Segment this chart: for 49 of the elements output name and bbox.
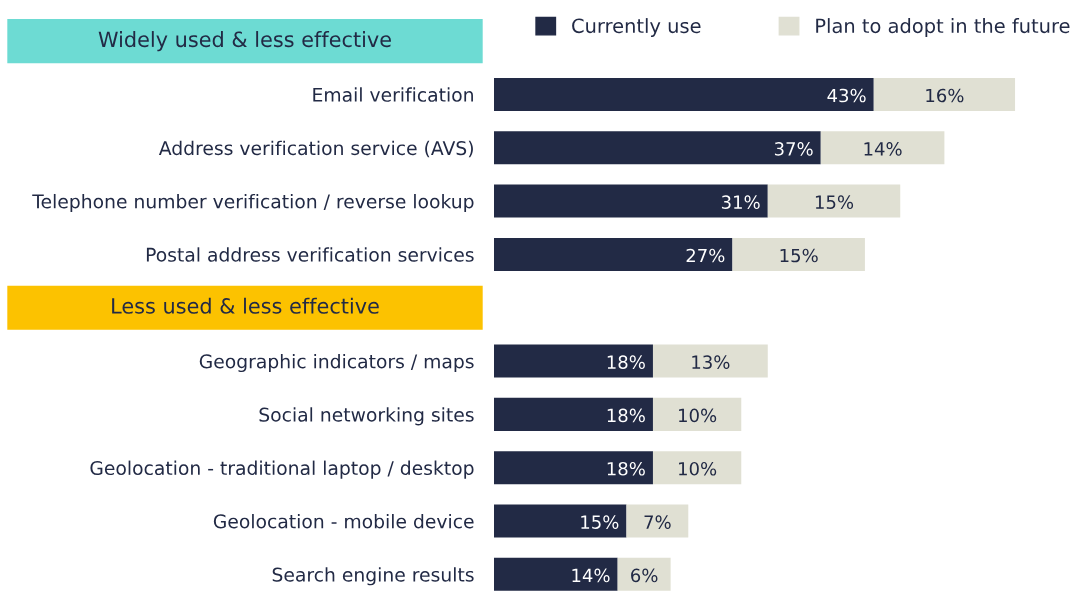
data-label: 27%	[686, 248, 725, 263]
data-label: 31%	[721, 195, 760, 209]
data-label: 15%	[815, 195, 854, 209]
data-label: 14%	[864, 142, 902, 156]
bar	[494, 344, 653, 378]
bar	[494, 557, 618, 591]
data-label: 7%	[644, 515, 671, 529]
bar	[652, 397, 742, 431]
y-tick-label: Social networking sites	[259, 407, 474, 426]
data-label: 15%	[581, 515, 619, 529]
data-label: 13%	[692, 355, 730, 369]
y-tick-label: Geographic indicators / maps	[199, 353, 474, 373]
data-label: 18%	[607, 461, 645, 476]
legend-label: Plan to adopt in the future	[816, 18, 1070, 37]
legend-label: Currently use	[572, 18, 701, 37]
y-tick-label: Telephone number verification / reverse lookup	[32, 193, 474, 213]
data-label: 15%	[780, 248, 818, 263]
y-tick-label: Search engine results	[272, 567, 474, 586]
bar	[767, 184, 901, 218]
data-label: 14%	[572, 568, 610, 583]
bar	[626, 504, 689, 538]
y-tick-label: Address verification service (AVS)	[158, 140, 473, 158]
bar	[652, 344, 768, 378]
data-label: 6%	[631, 568, 658, 583]
bar	[873, 77, 1016, 111]
data-label: 10%	[679, 408, 717, 423]
y-tick-label: Email verification	[313, 87, 473, 102]
bar	[494, 131, 821, 165]
bar	[494, 77, 874, 111]
text: Widely used & less effective	[98, 31, 391, 52]
bar	[820, 131, 945, 165]
y-tick-label: Geolocation - traditional laptop / desktop	[90, 460, 474, 479]
bar	[494, 504, 627, 538]
bar	[652, 451, 742, 485]
data-label: 16%	[926, 88, 964, 103]
bar	[494, 184, 768, 218]
y-tick-label: Geolocation - mobile device	[213, 513, 474, 529]
text: Less used & less effective	[112, 297, 379, 314]
bar	[494, 451, 653, 485]
bar	[494, 237, 733, 271]
data-label: 10%	[679, 461, 717, 476]
data-label: 43%	[827, 88, 866, 103]
bar	[732, 237, 865, 271]
bar	[617, 557, 671, 591]
data-label: 37%	[774, 142, 813, 156]
bar	[494, 397, 653, 431]
data-label: 18%	[607, 408, 645, 423]
data-label: 18%	[607, 355, 645, 369]
y-tick-label: Postal address verification services	[146, 247, 474, 262]
